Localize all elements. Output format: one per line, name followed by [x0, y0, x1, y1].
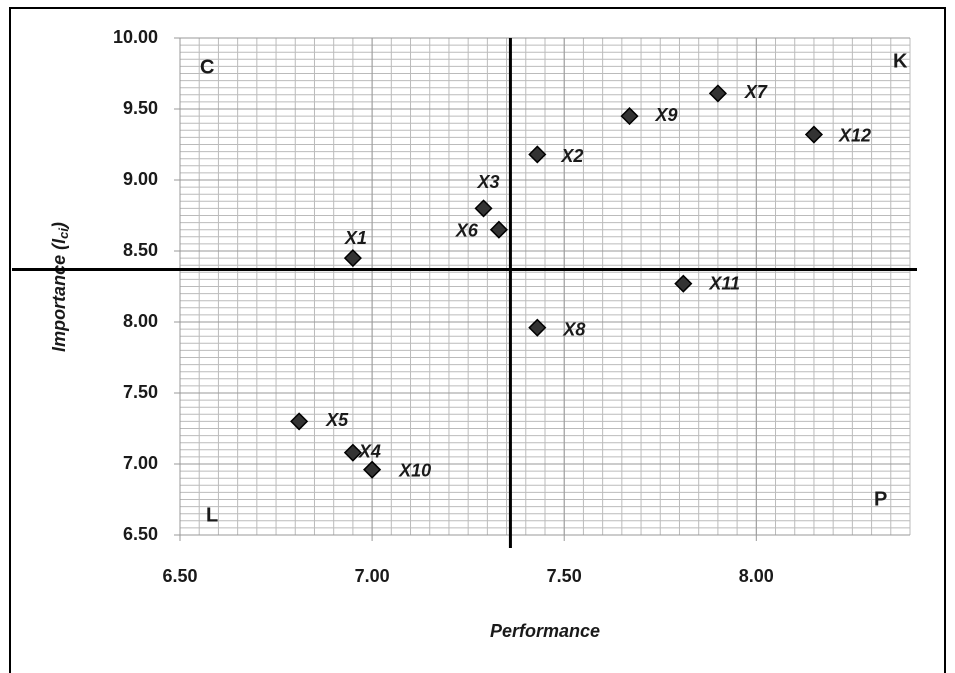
point-label: X1 [344, 228, 367, 248]
point [806, 127, 822, 143]
point [291, 413, 307, 429]
point-label: X3 [477, 172, 500, 192]
y-tick-label: 7.00 [123, 453, 158, 473]
point-label: X7 [744, 82, 768, 102]
y-tick-label: 6.50 [123, 524, 158, 544]
y-tick-label: 9.00 [123, 169, 158, 189]
y-tick-label: 10.00 [113, 27, 158, 47]
y-axis-title-end: ) [49, 222, 69, 230]
point-label: X11 [708, 273, 740, 293]
x-tick-label: 6.50 [162, 566, 197, 586]
quadrant-label: K [893, 50, 908, 72]
y-tick-label: 8.00 [123, 311, 158, 331]
point [491, 222, 507, 238]
quadrant-label: P [874, 488, 887, 510]
point [675, 276, 691, 292]
point-label: X8 [562, 319, 585, 339]
point-label: X6 [455, 220, 479, 240]
x-tick-label: 8.00 [739, 566, 774, 586]
y-tick-label: 8.50 [123, 240, 158, 260]
x-tick-label: 7.50 [547, 566, 582, 586]
quadrant-label: C [200, 56, 214, 78]
y-axis-title: Importance (Ici) [49, 222, 72, 352]
x-axis-title: Performance [490, 621, 600, 641]
point [622, 108, 638, 124]
point-label: X9 [655, 105, 678, 125]
y-tick-label: 9.50 [123, 98, 158, 118]
point-label: X10 [398, 460, 431, 480]
point [476, 200, 492, 216]
point-label: X2 [560, 146, 583, 166]
point-label: X4 [358, 441, 381, 461]
point-label: X5 [325, 410, 349, 430]
y-tick-label: 7.50 [123, 382, 158, 402]
y-axis-title-sub: ci [56, 228, 71, 239]
point-label: X12 [838, 125, 871, 145]
point [529, 146, 545, 162]
y-axis-title-text: Importance ( [49, 242, 69, 352]
point [345, 250, 361, 266]
quadrant-label: L [206, 504, 218, 526]
chart: Performance Importance (Ici) 6.50 7.00 7.5… [0, 0, 955, 673]
x-tick-label: 7.00 [355, 566, 390, 586]
